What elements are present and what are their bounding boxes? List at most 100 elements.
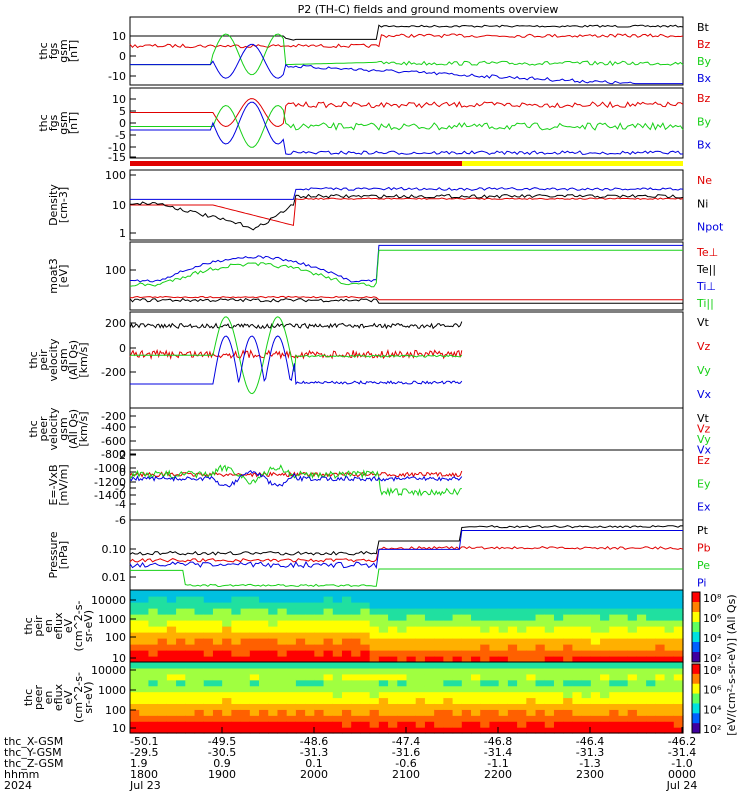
heatmap-cell <box>415 679 426 687</box>
x-row-value: 2100 <box>392 768 420 781</box>
heatmap-cell <box>627 638 638 645</box>
heatmap-cell <box>572 662 583 669</box>
colorbar-segment <box>692 683 700 695</box>
heatmap-cell <box>618 590 629 597</box>
x-row-value: 2000 <box>300 768 328 781</box>
heatmap-cell <box>415 703 426 710</box>
heatmap-cell <box>553 697 564 705</box>
heatmap-cell <box>139 596 150 603</box>
heatmap-cell <box>277 662 288 669</box>
heatmap-cell <box>517 727 527 734</box>
heatmap-cell <box>360 656 371 663</box>
heatmap-cell <box>406 709 417 716</box>
heatmap-cell <box>563 644 573 651</box>
x-row-value: Jul 24 <box>666 779 698 792</box>
heatmap-cell <box>130 727 140 734</box>
heatmap-cell <box>489 620 500 627</box>
heatmap-cell <box>231 721 242 728</box>
heatmap-cell <box>553 626 564 633</box>
heatmap-cell <box>130 703 140 710</box>
heatmap-cell <box>369 608 380 615</box>
heatmap-cell <box>673 727 684 734</box>
heatmap-cell <box>194 620 205 627</box>
heatmap-cell <box>369 626 380 633</box>
heatmap-cell <box>351 632 362 639</box>
heatmap-cell <box>526 662 537 669</box>
heatmap-cell <box>526 626 537 633</box>
heatmap-cell <box>480 703 491 710</box>
heatmap-cell <box>166 727 177 734</box>
heatmap-cell <box>627 685 638 693</box>
heatmap-cell <box>351 638 362 645</box>
heatmap-cell <box>268 656 279 663</box>
heatmap-cell <box>259 697 269 705</box>
heatmap-cell <box>378 614 389 621</box>
legend-Ex: Ex <box>697 501 711 514</box>
heatmap-cell <box>544 620 555 627</box>
heatmap-cell <box>295 602 306 609</box>
heatmap-cell <box>314 620 325 627</box>
heatmap-cell <box>130 626 140 633</box>
heatmap-cell <box>553 656 564 663</box>
colorbar-frame <box>691 663 701 734</box>
heatmap-cell <box>590 715 601 722</box>
heatmap-cell <box>655 590 666 597</box>
x-row-value: -30.5 <box>208 746 236 759</box>
heatmap-cell <box>341 638 352 645</box>
heatmap-cell <box>203 602 214 609</box>
heatmap-cell <box>461 673 472 681</box>
heatmap-cell <box>397 608 408 615</box>
heatmap-cell <box>259 608 269 615</box>
heatmap-cell <box>627 691 638 699</box>
heatmap-cell <box>517 685 527 693</box>
heatmap-cell <box>590 632 601 639</box>
heatmap-cell <box>295 596 306 603</box>
heatmap-cell <box>286 638 297 645</box>
heatmap-cell <box>388 614 398 621</box>
heatmap-cell <box>461 727 472 734</box>
heatmap-cell <box>148 614 159 621</box>
heatmap-cell <box>314 703 325 710</box>
heatmap-cell <box>544 691 555 699</box>
heatmap-cell <box>323 644 334 651</box>
heatmap-cell <box>148 697 159 705</box>
heatmap-cell <box>655 679 666 687</box>
heatmap-cell <box>600 697 610 705</box>
heatmap-cell <box>176 679 186 687</box>
heatmap-cell <box>249 673 260 681</box>
heatmap-cell <box>452 673 463 681</box>
heatmap-cell <box>222 638 232 645</box>
heatmap-cell <box>517 697 527 705</box>
heatmap-cell <box>222 703 232 710</box>
heatmap-cell <box>406 590 417 597</box>
colorbar-frame <box>691 591 701 663</box>
heatmap-cell <box>203 590 214 597</box>
heatmap-cell <box>388 650 398 657</box>
x-row-value: -31.3 <box>576 746 604 759</box>
heatmap-cell <box>563 650 573 657</box>
heatmap-cell <box>305 721 315 728</box>
y-label-line: thc <box>27 420 40 437</box>
heatmap-cell <box>655 614 666 621</box>
heatmap-cell <box>222 709 232 716</box>
heatmap-cell <box>369 667 380 675</box>
heatmap-cell <box>148 721 159 728</box>
heatmap-cell <box>194 727 205 734</box>
heatmap-cell <box>434 638 444 645</box>
y-tick-label: 10 <box>112 722 126 735</box>
heatmap-cell <box>609 608 620 615</box>
heatmap-cell <box>627 608 638 615</box>
heatmap-cell <box>415 685 426 693</box>
heatmap-cell <box>397 691 408 699</box>
y-tick-label: 100 <box>105 169 126 182</box>
heatmap-cell <box>203 685 214 693</box>
heatmap-cell <box>295 632 306 639</box>
heatmap-cell <box>673 679 684 687</box>
heatmap-cell <box>277 644 288 651</box>
heatmap-cell <box>618 614 629 621</box>
y-tick-label: -4 <box>115 498 126 511</box>
heatmap-cell <box>222 673 232 681</box>
heatmap-cell <box>277 596 288 603</box>
heatmap-cell <box>553 709 564 716</box>
heatmap-cell <box>341 709 352 716</box>
